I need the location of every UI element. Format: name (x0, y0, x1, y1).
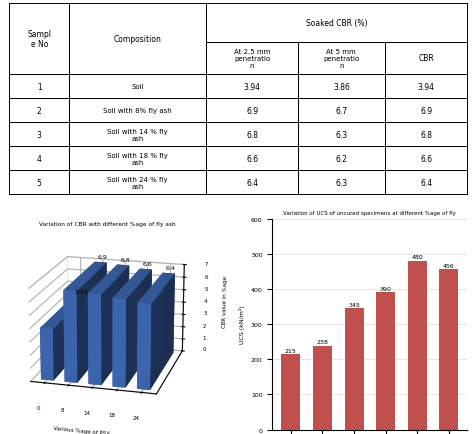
Text: Soil: Soil (131, 84, 144, 90)
Bar (408, 261, 427, 430)
Text: 345: 345 (348, 302, 360, 307)
Text: 6.8: 6.8 (246, 130, 258, 139)
Text: 6.9: 6.9 (246, 106, 258, 115)
Text: Sampl
e No: Sampl e No (27, 30, 51, 49)
Bar (345, 309, 363, 430)
X-axis label: Various %age of PSA: Various %age of PSA (53, 425, 110, 434)
Text: Soaked CBR (%): Soaked CBR (%) (306, 19, 368, 28)
Bar (376, 293, 395, 430)
Text: 2: 2 (37, 106, 42, 115)
Bar (313, 346, 332, 430)
Text: 4: 4 (37, 155, 42, 163)
Text: 3.94: 3.94 (418, 82, 435, 91)
Text: 3.94: 3.94 (244, 82, 261, 91)
Text: Soil with 14 % fly
ash: Soil with 14 % fly ash (107, 128, 168, 141)
Text: At 2.5 mm
penetratio
n: At 2.5 mm penetratio n (234, 49, 270, 69)
Text: 6.7: 6.7 (335, 106, 347, 115)
Text: 3.86: 3.86 (333, 82, 350, 91)
Bar (281, 354, 300, 430)
Title: Variation of UCS of uncured specimens at different %age of fly: Variation of UCS of uncured specimens at… (283, 211, 456, 216)
Text: 6.6: 6.6 (246, 155, 258, 163)
Text: Soil with 24 % fly
ash: Soil with 24 % fly ash (107, 177, 168, 189)
Text: 238: 238 (317, 340, 329, 345)
Text: 6.3: 6.3 (335, 130, 347, 139)
Text: 6.6: 6.6 (420, 155, 432, 163)
Text: 480: 480 (412, 255, 423, 260)
Text: 456: 456 (443, 263, 455, 268)
Text: CBR: CBR (418, 54, 434, 63)
Title: Variation of CBR with different %age of fly ash: Variation of CBR with different %age of … (39, 222, 175, 227)
Text: Soil with 8% fly ash: Soil with 8% fly ash (103, 108, 172, 114)
Y-axis label: UCS (kN/m²): UCS (kN/m²) (239, 305, 245, 344)
Text: 390: 390 (380, 286, 392, 291)
Text: 6.3: 6.3 (335, 178, 347, 187)
Text: 1: 1 (37, 82, 42, 91)
Text: At 5 mm
penetratio
n: At 5 mm penetratio n (323, 49, 360, 69)
Text: 5: 5 (37, 178, 42, 187)
Text: 215: 215 (285, 348, 297, 353)
Text: 6.2: 6.2 (336, 155, 347, 163)
Text: 6.4: 6.4 (420, 178, 432, 187)
Text: 6.4: 6.4 (246, 178, 258, 187)
Text: Composition: Composition (114, 35, 161, 44)
Text: 6.9: 6.9 (420, 106, 432, 115)
Text: 6.8: 6.8 (420, 130, 432, 139)
Text: 3: 3 (37, 130, 42, 139)
Text: Soil with 18 % fly
ash: Soil with 18 % fly ash (107, 152, 168, 165)
Bar (439, 270, 458, 430)
